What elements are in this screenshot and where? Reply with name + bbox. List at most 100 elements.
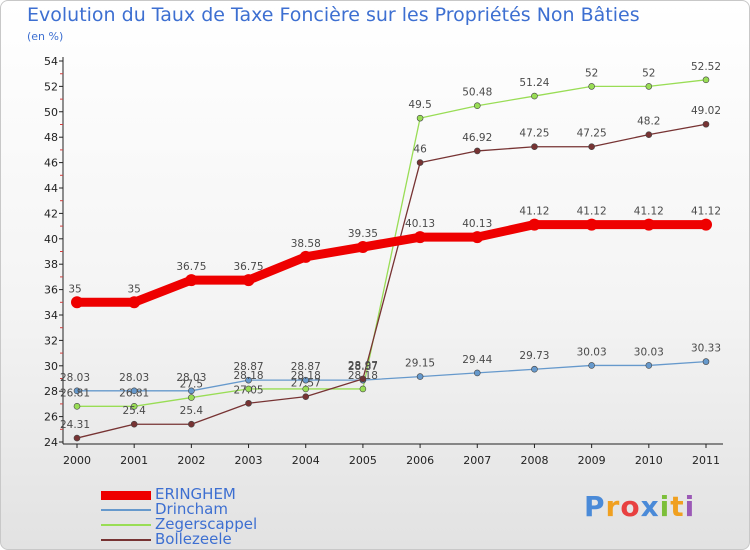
series-line-bollezeele (76, 123, 707, 439)
x-tick-label-2008: 2008 (520, 454, 548, 467)
point-eringhem-2010 (642, 218, 655, 231)
logo-letter: r (605, 490, 621, 523)
x-tick-label-2009: 2009 (578, 454, 606, 467)
data-label-zegerscappel-2004: 28.18 (291, 370, 321, 382)
point-bollezeele-2008 (531, 143, 538, 151)
data-label-eringhem-2007: 40.13 (462, 218, 492, 230)
data-label-zegerscappel-2006: 49.5 (408, 99, 431, 111)
data-label-bollezeele-2005: 28.97 (348, 360, 378, 372)
series-line-eringhem (72, 220, 711, 307)
point-eringhem-2006 (414, 231, 427, 244)
x-tick-label-2001: 2001 (120, 454, 148, 467)
point-eringhem-2008 (528, 218, 541, 231)
y-tick-label: 28 (44, 385, 58, 398)
data-label-drincham-2006: 29.15 (405, 358, 435, 370)
y-tick-label: 52 (44, 80, 58, 93)
data-label-bollezeele-2001: 25.4 (122, 405, 146, 417)
y-tick-label: 38 (44, 258, 58, 271)
y-tick-label: 44 (44, 182, 58, 195)
point-eringhem-2003 (242, 274, 255, 287)
point-eringhem-2000 (71, 296, 83, 309)
y-tick-label: 34 (44, 309, 58, 322)
point-zegerscappel-2000 (73, 403, 81, 410)
point-eringhem-2002 (185, 274, 198, 287)
y-tick-label: 36 (44, 284, 58, 297)
y-tick-label: 40 (44, 233, 58, 246)
chart-title: Evolution du Taux de Taxe Foncière sur l… (27, 4, 640, 26)
data-label-zegerscappel-2011: 52.52 (691, 61, 721, 73)
point-drincham-2007 (473, 369, 481, 377)
data-label-drincham-2004: 28.87 (291, 361, 321, 373)
data-label-eringhem-2005: 39.35 (348, 228, 378, 240)
data-label-eringhem-2002: 36.75 (176, 261, 206, 273)
x-tick-label-2010: 2010 (635, 454, 663, 467)
data-label-eringhem-2009: 41.12 (577, 206, 607, 218)
point-bollezeele-2005 (359, 375, 367, 383)
point-bollezeele-2004 (302, 393, 310, 400)
data-label-bollezeele-2003: 27.05 (234, 384, 264, 396)
point-zegerscappel-2005 (359, 385, 367, 393)
y-tick-label: 32 (44, 334, 58, 347)
point-drincham-2006 (416, 373, 424, 380)
y-tick-label: 42 (44, 207, 58, 220)
point-zegerscappel-2011 (702, 76, 710, 84)
x-tick-label-2002: 2002 (177, 454, 205, 467)
point-drincham-2010 (645, 362, 653, 369)
data-label-zegerscappel-2003: 28.18 (234, 370, 264, 382)
logo-letter: P (584, 490, 606, 523)
data-label-drincham-2002: 28.03 (176, 372, 206, 384)
data-label-eringhem-2004: 38.58 (291, 238, 321, 250)
point-eringhem-2001 (128, 296, 141, 309)
y-tick-label: 50 (44, 106, 58, 119)
data-label-zegerscappel-2001: 26.81 (119, 387, 149, 399)
x-tick-label-2000: 2000 (63, 454, 91, 467)
y-tick-label: 46 (44, 157, 58, 170)
logo-letter: o (620, 490, 641, 523)
data-label-eringhem-2001: 35 (127, 283, 140, 295)
data-label-drincham-2010: 30.03 (634, 346, 664, 358)
point-zegerscappel-2006 (416, 114, 424, 122)
y-tick-label: 54 (44, 55, 58, 68)
legend-swatch-eringhem (101, 490, 151, 500)
data-label-bollezeele-2007: 46.92 (462, 132, 492, 144)
x-tick-label-2007: 2007 (463, 454, 491, 467)
data-label-eringhem-2003: 36.75 (234, 261, 264, 273)
data-label-zegerscappel-2002: 27.5 (180, 379, 203, 391)
data-label-drincham-2000: 28.03 (60, 372, 90, 384)
legend-label-eringhem: ERINGHEM (155, 485, 236, 503)
point-drincham-2002 (188, 387, 195, 395)
point-zegerscappel-2007 (473, 102, 481, 110)
data-label-drincham-2005: 28.87 (348, 361, 378, 373)
legend-swatch-zegerscappel (101, 524, 151, 526)
data-label-zegerscappel-2007: 50.48 (462, 87, 492, 99)
point-eringhem-2011 (700, 218, 712, 231)
point-bollezeele-2000 (73, 434, 81, 442)
legend-label-bollezeele: Bollezeele (155, 530, 232, 548)
data-label-bollezeele-2008: 47.25 (519, 128, 549, 140)
data-label-drincham-2009: 30.03 (577, 346, 607, 358)
point-bollezeele-2006 (416, 159, 424, 166)
y-tick-label: 26 (44, 411, 58, 424)
legend-label-zegerscappel: Zegerscappel (155, 515, 258, 533)
point-bollezeele-2002 (188, 420, 195, 428)
point-bollezeele-2007 (473, 147, 481, 155)
data-label-zegerscappel-2000: 26.81 (60, 387, 90, 399)
data-label-eringhem-2006: 40.13 (405, 218, 435, 230)
point-bollezeele-2009 (588, 143, 595, 151)
logo-letter: t (670, 490, 685, 523)
data-label-bollezeele-2006: 46 (413, 144, 427, 156)
point-zegerscappel-2008 (531, 92, 538, 100)
data-label-drincham-2007: 29.44 (462, 354, 492, 366)
series-line-drincham (76, 360, 707, 392)
point-eringhem-2009 (585, 218, 598, 231)
data-label-eringhem-2011: 41.12 (691, 206, 721, 218)
point-drincham-2001 (130, 387, 138, 395)
data-label-bollezeele-2009: 47.25 (577, 128, 607, 140)
point-zegerscappel-2010 (645, 83, 653, 90)
point-bollezeele-2001 (130, 420, 138, 428)
legend-swatch-bollezeele (101, 539, 151, 541)
point-zegerscappel-2004 (302, 385, 310, 393)
data-label-drincham-2003: 28.87 (234, 361, 264, 373)
